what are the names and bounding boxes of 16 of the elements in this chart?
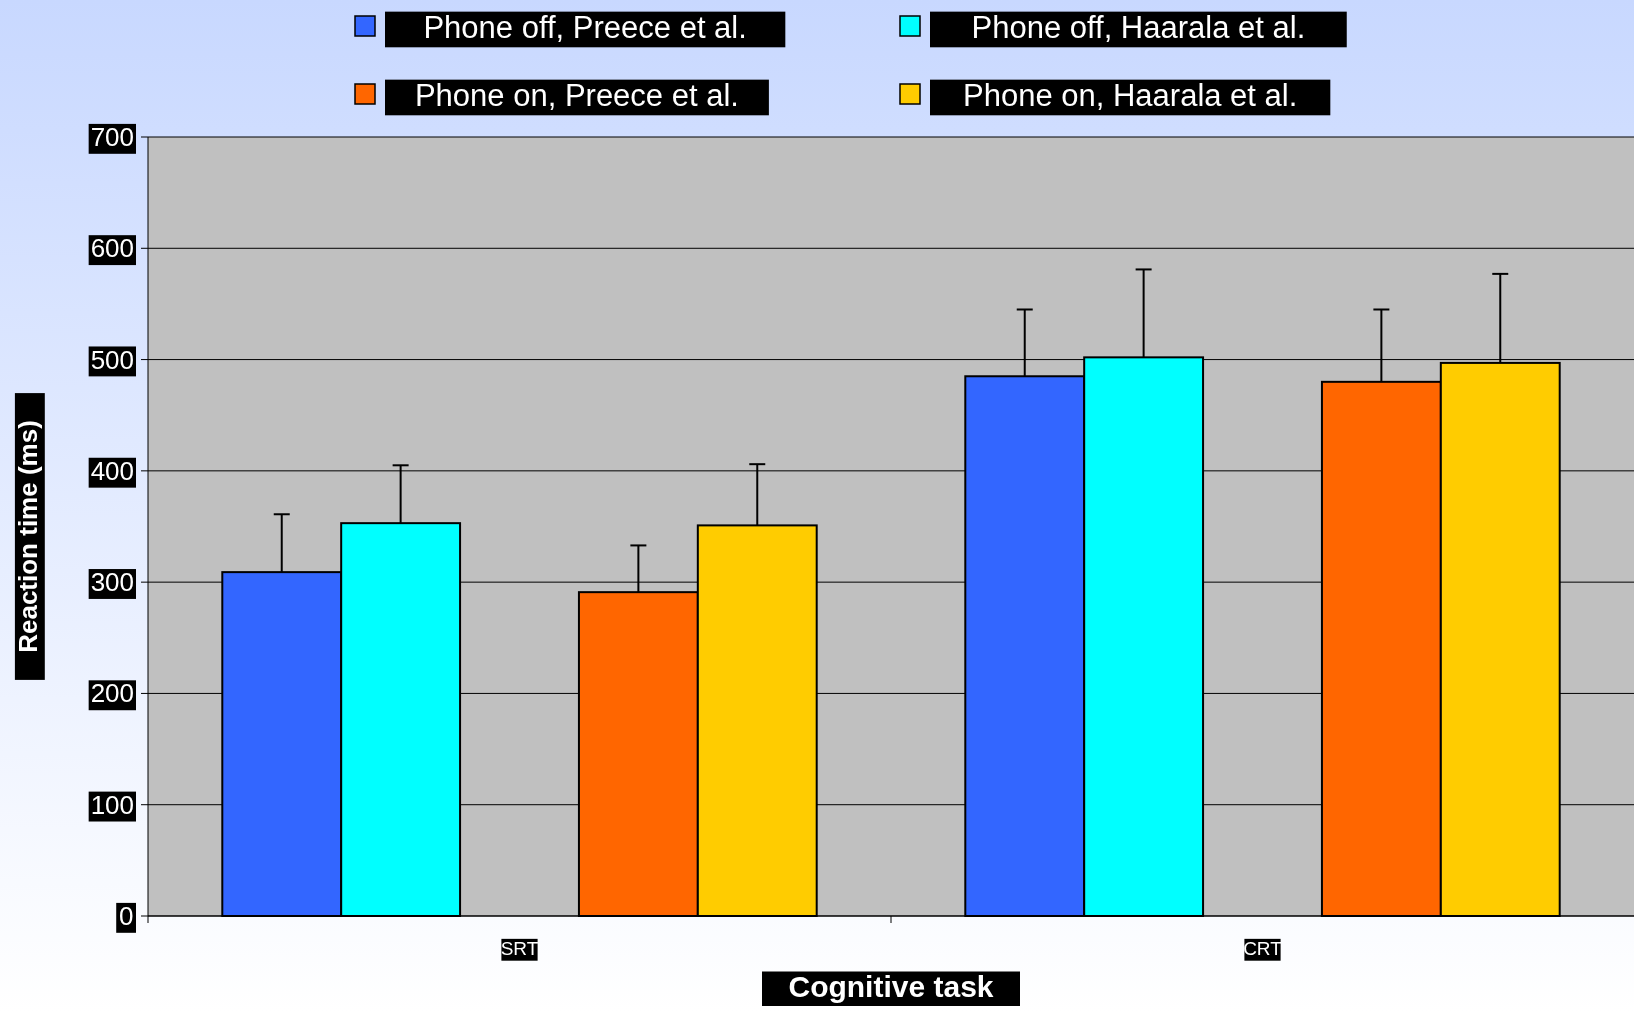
legend-label: Phone on, Haarala et al. <box>962 78 1298 113</box>
y-tick-label: 500 <box>90 344 135 375</box>
y-axis-title: Reaction time (ms) <box>13 420 43 653</box>
y-tick-label: 200 <box>90 678 135 709</box>
x-axis-title: Cognitive task <box>788 970 994 1003</box>
y-tick-label: 300 <box>90 567 135 598</box>
legend-label: Phone off, Haarala et al. <box>971 10 1306 45</box>
y-tick-label: 600 <box>90 233 135 264</box>
y-tick-label: 100 <box>90 789 135 820</box>
y-tick-label: 700 <box>90 122 135 152</box>
x-tick-label: CRT <box>1243 938 1283 959</box>
y-tick-label: 0 <box>118 901 134 931</box>
y-tick-label: 400 <box>90 455 135 486</box>
legend-label: Phone on, Preece et al. <box>414 78 739 113</box>
x-tick-label: SRT <box>500 938 539 959</box>
legend-label: Phone off, Preece et al. <box>423 10 747 45</box>
